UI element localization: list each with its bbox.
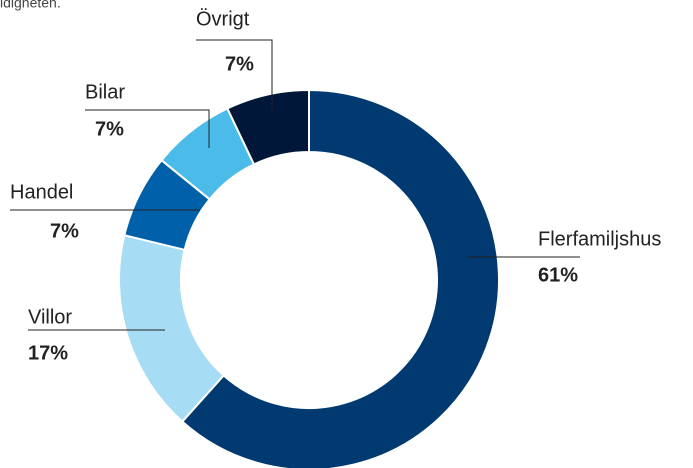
category-label: Övrigt bbox=[196, 8, 250, 30]
donut-segment bbox=[180, 88, 500, 468]
leader-line bbox=[85, 109, 210, 148]
donut-segment bbox=[118, 233, 226, 424]
value-label: 61% bbox=[538, 264, 578, 286]
leader-line bbox=[196, 39, 273, 110]
value-label: 7% bbox=[225, 53, 254, 75]
value-label: 7% bbox=[95, 118, 124, 140]
category-label: Handel bbox=[10, 181, 73, 203]
cut-text: idigheten. bbox=[0, 0, 61, 11]
category-label: Bilar bbox=[85, 81, 125, 103]
value-label: 17% bbox=[28, 342, 68, 364]
donut-segment bbox=[226, 88, 310, 166]
category-label: Villor bbox=[28, 306, 72, 328]
category-label: Flerfamiljshus bbox=[538, 228, 661, 250]
value-label: 7% bbox=[50, 220, 79, 242]
